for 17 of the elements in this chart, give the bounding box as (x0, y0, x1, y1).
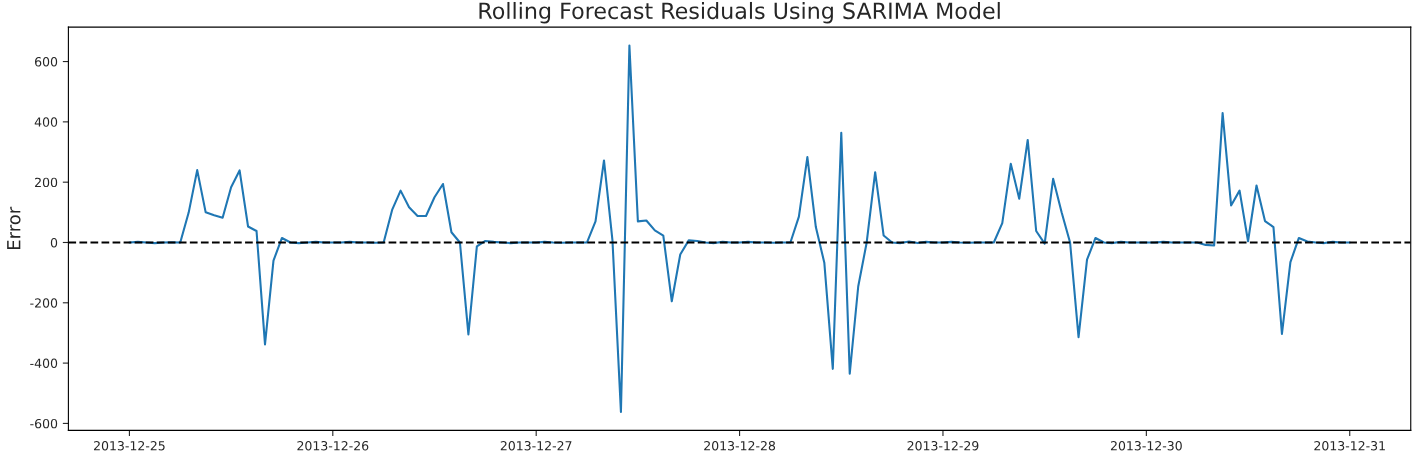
x-tick-label: 2013-12-30 (1110, 440, 1182, 451)
x-tick-label: 2013-12-31 (1314, 440, 1385, 451)
y-tick-label: 400 (34, 117, 58, 127)
x-tick-label: 2013-12-26 (297, 440, 369, 451)
y-tick-label: 600 (35, 57, 58, 67)
line-series (128, 44, 1351, 413)
y-tick-label: -600 (30, 418, 58, 429)
y-tick-label: -200 (30, 298, 58, 308)
chart-title: Rolling Forecast Residuals Using SARIMA Model (479, 1, 1000, 24)
y-axis-title: Error (7, 206, 21, 249)
x-tick-label: 2013-12-28 (704, 440, 776, 451)
x-tick-label: 2013-12-25 (94, 440, 165, 451)
x-tick-label: 2013-12-27 (500, 440, 572, 451)
y-tick-label: 200 (35, 177, 58, 188)
y-tick-label: 0 (50, 237, 58, 248)
x-tick-label: 2013-12-29 (907, 440, 979, 451)
y-tick-label: -400 (30, 358, 58, 369)
